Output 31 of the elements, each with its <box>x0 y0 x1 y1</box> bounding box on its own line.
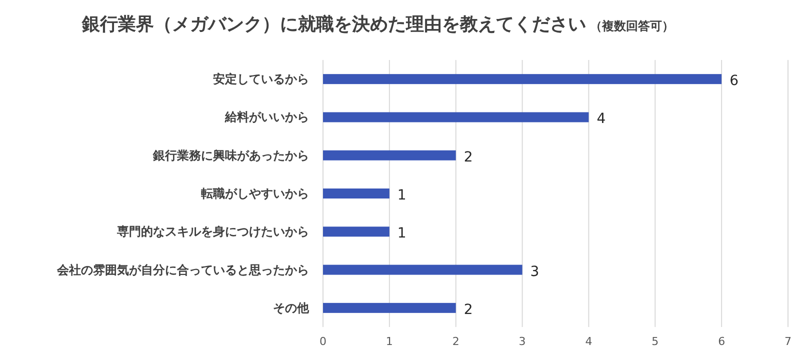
x-tick-label: 1 <box>386 335 393 348</box>
bar <box>323 226 390 237</box>
bar <box>323 150 456 160</box>
data-label: 2 <box>464 149 473 166</box>
data-label: 3 <box>530 264 540 280</box>
bar <box>323 74 722 84</box>
y-tick-label: 安定しているから <box>213 72 309 86</box>
y-tick-label: 専門的なスキルを身につけたいから <box>116 224 309 239</box>
bar <box>323 188 390 198</box>
chart-subtitle: （複数回答可） <box>590 19 674 33</box>
data-label: 2 <box>464 302 473 318</box>
y-tick-label: その他 <box>273 300 310 315</box>
y-tick-label: 給料がいいから <box>224 110 309 124</box>
y-tick-label: 銀行業務に興味があったから <box>152 148 309 162</box>
bar <box>323 264 522 275</box>
x-tick-label: 4 <box>585 335 592 348</box>
bar <box>323 112 589 122</box>
x-tick-label: 2 <box>452 335 460 348</box>
x-tick-label: 7 <box>784 335 792 348</box>
data-label: 1 <box>397 188 406 204</box>
bar <box>323 302 456 313</box>
x-tick-label: 5 <box>652 335 659 348</box>
y-tick-label: 会社の雰囲気が自分に合っていると思ったから <box>56 262 309 277</box>
y-tick-label: 転職がしやすいから <box>201 186 309 200</box>
data-label: 6 <box>730 73 739 90</box>
data-label: 4 <box>596 111 606 128</box>
x-tick-label: 0 <box>320 335 326 348</box>
x-tick-label: 3 <box>518 335 526 348</box>
chart-title: 銀行業界（メガバンク）に就職を決めた理由を教えてください <box>81 14 586 35</box>
data-label: 1 <box>397 226 406 242</box>
x-tick-label: 6 <box>718 335 726 348</box>
